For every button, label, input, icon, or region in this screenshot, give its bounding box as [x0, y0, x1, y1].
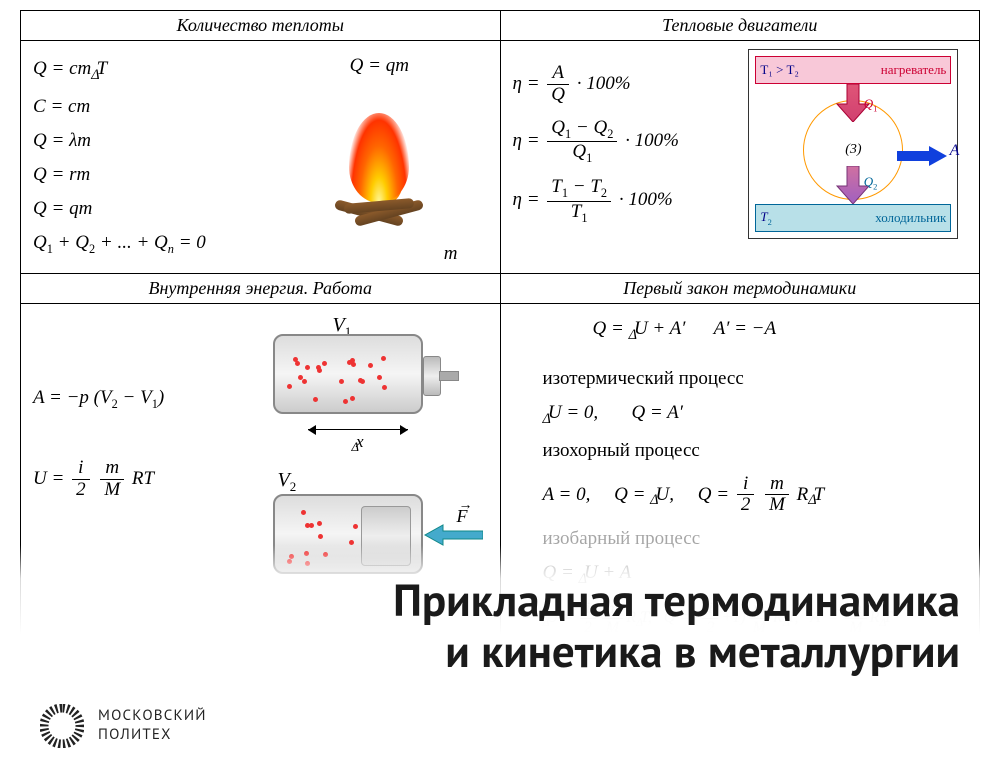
title-overlay: Прикладная термодинамикаи кинетика в мет…	[0, 545, 1000, 768]
header-first-law: Первый закон термодинамики	[501, 274, 980, 304]
engine-formulas: η = AQ · 100% η = Q1 − Q2Q1 · 100% η = T…	[513, 49, 740, 239]
cell-heat-engines: Тепловые двигатели η = AQ · 100% η = Q1 …	[501, 11, 980, 273]
label-isothermal: изотермический процесс	[543, 368, 968, 390]
eq-q-lambda: Q = λm	[33, 130, 271, 152]
engine-diagram: T₁ > T₂нагреватель (3) Q1 Q2 A T2холодил…	[740, 49, 967, 239]
cooler-box: T2холодильник	[755, 204, 951, 232]
eq-isothermal: ΔU = 0, Q = A′	[543, 402, 968, 428]
heat-formulas-left: Q = cmΔT C = cm Q = λm Q = rm Q = qm Q1 …	[33, 49, 271, 265]
dx-dimension: Δx	[308, 429, 408, 455]
eq-q-qm: Q = qm	[33, 198, 271, 220]
eq-eta-q: η = Q1 − Q2Q1 · 100%	[513, 118, 740, 166]
eq-work-pv: A = −p (V2 − V1)	[33, 387, 238, 412]
energy-formulas: A = −p (V2 − V1) U = i2 mM RT	[33, 312, 238, 576]
eq-c-cm: C = cm	[33, 96, 271, 118]
logo-text: МОСКОВСКИЙПОЛИТЕХ	[98, 707, 207, 745]
eq-q-rm: Q = rm	[33, 164, 271, 186]
campfire-icon	[319, 93, 439, 233]
eq-eta-t: η = T1 − T2T1 · 100%	[513, 177, 740, 225]
eq-q-cmdt: Q = cmΔT	[33, 58, 271, 84]
label-isochoric: изохорный процесс	[543, 440, 968, 462]
row-1: Количество теплоты Q = cmΔT C = cm Q = λ…	[21, 11, 979, 274]
q2-label: Q2	[864, 174, 878, 192]
cylinder-top	[273, 334, 423, 414]
mass-label: m	[444, 243, 458, 265]
work-arrow	[897, 146, 947, 172]
eq-q-sum: Q1 + Q2 + ... + Qn = 0	[33, 232, 271, 257]
heat-illustration: Q = qm m	[271, 49, 487, 265]
header-heat-qty: Количество теплоты	[21, 11, 500, 41]
cell-heat-quantity: Количество теплоты Q = cmΔT C = cm Q = λ…	[21, 11, 501, 273]
q1-label: Q1	[864, 96, 878, 114]
v2-label: V2	[278, 469, 297, 495]
eq-isochoric: A = 0, Q = ΔU, Q = i2 mM RΔT	[543, 474, 968, 517]
eq-internal-u: U = i2 mM RT	[33, 458, 238, 501]
eq-first-law: Q = ΔU + A′ A′ = −A	[593, 318, 968, 344]
work-label: A	[950, 142, 960, 160]
header-engines: Тепловые двигатели	[501, 11, 980, 41]
header-energy: Внутренняя энергия. Работа	[21, 274, 500, 304]
piston-diagram: V1 Δx V2 F→	[238, 312, 488, 576]
eq-eta-aq: η = AQ · 100%	[513, 63, 740, 106]
university-logo: МОСКОВСКИЙПОЛИТЕХ	[40, 704, 960, 748]
logo-icon	[40, 704, 84, 748]
course-title: Прикладная термодинамикаи кинетика в мет…	[40, 575, 960, 676]
heater-box: T₁ > T₂нагреватель	[755, 56, 951, 84]
eq-q-qm-2: Q = qm	[350, 55, 409, 77]
